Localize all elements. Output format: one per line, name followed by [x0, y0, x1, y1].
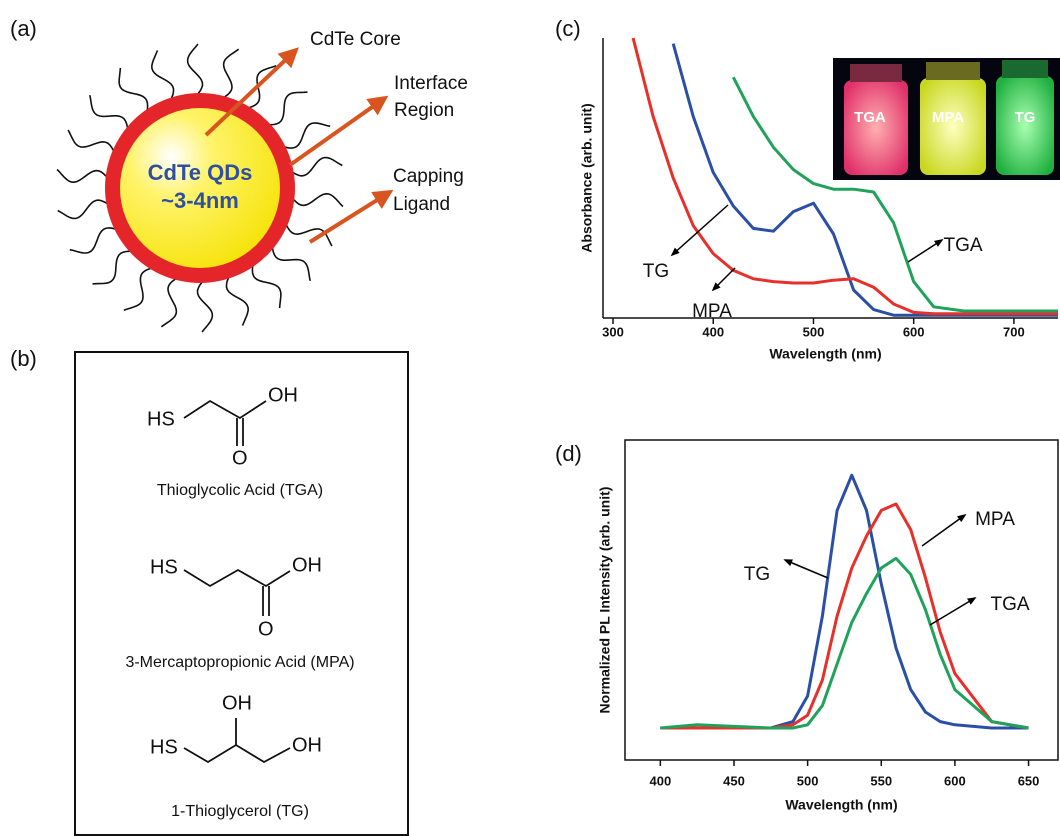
- ligand: [93, 251, 134, 284]
- y-axis-label: Normalized PL Intensity (arb. unit): [597, 487, 613, 714]
- annotation: TG: [643, 261, 669, 282]
- ligand: [57, 170, 108, 183]
- annotation-arrow: [922, 515, 965, 546]
- inset-label: TGA: [854, 109, 886, 126]
- x-tick-label: 300: [602, 324, 624, 339]
- x-axis-label: Wavelength (nm): [785, 797, 897, 813]
- x-tick-label: 400: [649, 773, 671, 788]
- ligand: [282, 123, 330, 148]
- ligand: [227, 275, 249, 326]
- x-tick-label: 700: [1003, 324, 1025, 339]
- annotation-arrow: [672, 205, 728, 255]
- atom: O: [258, 618, 274, 640]
- ligand: [292, 194, 343, 207]
- ligand: [119, 68, 148, 113]
- ligand: [70, 228, 118, 253]
- line-series: [660, 475, 1028, 728]
- inset-label: TG: [1015, 109, 1036, 126]
- x-tick-label: 550: [870, 773, 892, 788]
- ligand: [90, 95, 128, 131]
- panel-label: (b): [10, 346, 37, 371]
- ligand: [68, 130, 115, 153]
- atom: OH: [222, 692, 252, 714]
- atom: HS: [147, 408, 175, 430]
- ligand: [222, 49, 239, 98]
- x-tick-label: 600: [903, 324, 925, 339]
- ligand: [198, 280, 213, 332]
- ligand: [124, 268, 154, 311]
- callout: Region: [394, 100, 454, 121]
- structure-box: [75, 352, 408, 835]
- ligand: [267, 92, 308, 125]
- panel-label: (a): [10, 16, 37, 41]
- ligand: [252, 263, 281, 308]
- panel-label: (c): [555, 16, 581, 41]
- x-tick-label: 400: [702, 324, 724, 339]
- atom: O: [232, 447, 248, 469]
- ligand: [58, 200, 110, 218]
- x-tick-label: 650: [1018, 773, 1040, 788]
- atom: HS: [150, 556, 178, 578]
- figure: (a) CdTe QDs ~3-4nm CdTe Core Interface …: [0, 0, 1060, 836]
- x-tick-label: 600: [944, 773, 966, 788]
- callout: Ligand: [393, 194, 450, 215]
- compound-name: 1-Thioglycerol (TG): [171, 803, 309, 820]
- line-series: [660, 558, 1028, 728]
- compound-name: Thioglycolic Acid (TGA): [157, 482, 323, 499]
- annotation: TGA: [990, 594, 1029, 615]
- ligand: [152, 50, 174, 101]
- panel-label: (d): [555, 441, 582, 466]
- atom: HS: [150, 736, 178, 758]
- annotation: MPA: [975, 509, 1015, 530]
- line-series: [660, 504, 1028, 728]
- annotation: TGA: [943, 235, 982, 256]
- x-tick-label: 500: [803, 324, 825, 339]
- y-axis-label: Absorbance (arb. unit): [579, 103, 595, 252]
- center-label: CdTe QDs: [148, 160, 253, 185]
- callout: Interface: [394, 73, 468, 94]
- callout: CdTe Core: [310, 29, 401, 50]
- compound-name: 3-Mercaptopropionic Acid (MPA): [125, 654, 354, 671]
- atom: OH: [292, 554, 322, 576]
- atom: OH: [268, 384, 298, 406]
- center-label: ~3-4nm: [161, 188, 239, 213]
- annotation: MPA: [692, 301, 732, 322]
- ligand: [272, 245, 310, 281]
- ligand: [188, 44, 203, 96]
- annotation-arrow: [930, 598, 975, 625]
- annotation-arrow: [785, 560, 828, 578]
- ligand: [161, 277, 178, 327]
- annotation-arrow: [713, 268, 735, 290]
- x-tick-label: 500: [797, 773, 819, 788]
- inset-label: MPA: [932, 109, 964, 126]
- x-axis-label: Wavelength (nm): [769, 346, 881, 362]
- x-tick-label: 450: [723, 773, 745, 788]
- annotation-arrow: [908, 240, 942, 262]
- annotation: TG: [744, 564, 770, 585]
- atom: OH: [292, 734, 322, 756]
- callout: Capping: [393, 166, 464, 187]
